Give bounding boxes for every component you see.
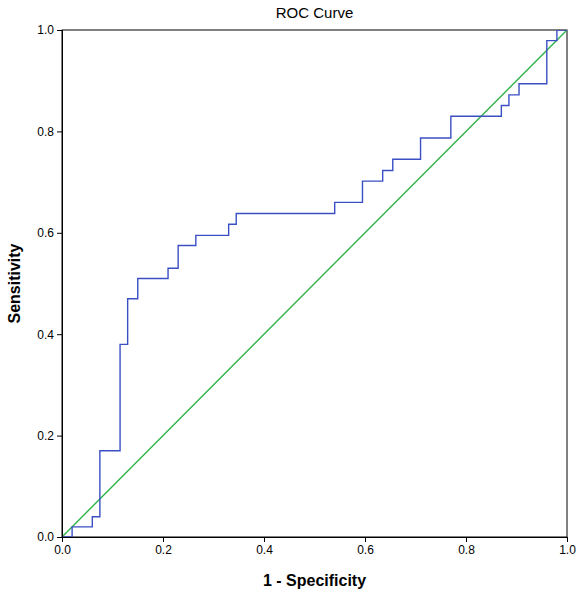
x-axis-line (63, 538, 568, 543)
x-axis-title: 1 - Specificity (263, 572, 366, 589)
x-axis: 0.0 0.2 0.4 0.6 0.8 1.0 (54, 537, 576, 557)
y-tick-mark (57, 537, 62, 538)
y-axis: 0.0 0.2 0.4 0.6 0.8 1.0 (37, 23, 62, 544)
x-tick-mark (365, 537, 366, 542)
x-tick-label: 0.8 (458, 543, 475, 557)
y-tick-mark (57, 30, 62, 31)
y-axis-title: Sensitivity (6, 243, 23, 323)
y-tick-mark (57, 233, 62, 234)
series-line (62, 30, 567, 537)
chart: 0.0 0.2 0.4 0.6 0.8 1.0 0.0 0.2 0.4 0.6 0.8 1.0 ROC … (0, 0, 583, 600)
y-tick-label: 0.4 (37, 328, 54, 342)
x-tick: 0.2 (155, 537, 172, 557)
x-tick-mark (466, 537, 467, 542)
series-line (62, 30, 567, 537)
plot-frame (62, 30, 567, 537)
y-tick-label: 0.6 (37, 226, 54, 240)
y-tick: 0.8 (37, 125, 62, 139)
y-tick-label: 0.2 (37, 429, 54, 443)
y-tick: 0.4 (37, 328, 62, 342)
y-tick-mark (57, 334, 62, 335)
y-tick-label: 1.0 (37, 23, 54, 37)
x-tick-label: 1.0 (559, 543, 576, 557)
x-tick-mark (264, 537, 265, 542)
x-tick-label: 0.4 (256, 543, 273, 557)
x-tick-label: 0.2 (155, 543, 172, 557)
x-tick-label: 0.6 (357, 543, 374, 557)
y-tick: 1.0 (37, 23, 62, 37)
y-tick-label: 0.0 (37, 530, 54, 544)
y-tick-mark (57, 436, 62, 437)
x-tick: 1.0 (559, 537, 576, 557)
x-tick-mark (163, 537, 164, 542)
plot-area (62, 30, 567, 537)
x-tick: 0.0 (54, 537, 71, 557)
x-tick: 0.6 (357, 537, 374, 557)
y-tick: 0.0 (37, 530, 62, 544)
y-axis-line (57, 31, 63, 538)
y-tick-mark (57, 131, 62, 132)
title: ROC Curve (276, 4, 354, 21)
y-tick-label: 0.8 (37, 125, 54, 139)
x-tick-label: 0.0 (54, 543, 71, 557)
y-tick: 0.6 (37, 226, 62, 240)
x-tick-mark (567, 537, 568, 542)
y-tick: 0.2 (37, 429, 62, 443)
x-tick: 0.8 (458, 537, 475, 557)
x-tick: 0.4 (256, 537, 273, 557)
